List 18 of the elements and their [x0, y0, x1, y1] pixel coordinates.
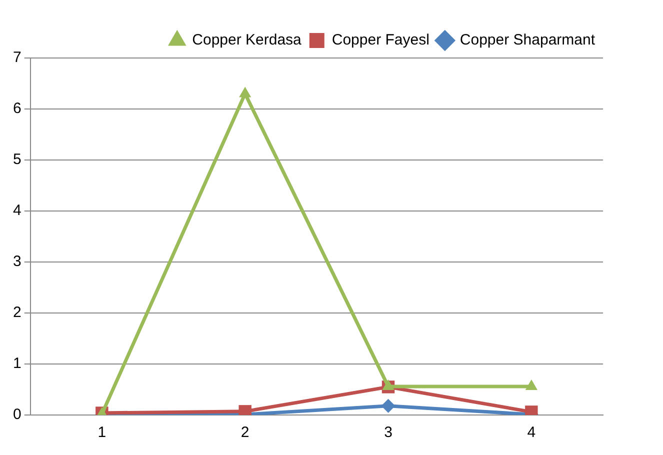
- y-tick-label: 3: [13, 253, 22, 270]
- y-tick-label: 5: [13, 151, 22, 168]
- point: [382, 379, 394, 390]
- legend-label: Copper Shaparmant: [460, 32, 596, 49]
- point: [525, 379, 538, 390]
- y-tick-label: 0: [13, 406, 22, 424]
- x-tick-label: 4: [527, 424, 536, 442]
- legend-label: Copper Fayesl: [332, 32, 430, 49]
- y-tick-label: 4: [13, 202, 22, 220]
- x-tick-label: 3: [384, 424, 392, 442]
- y-tick-label: 7: [13, 49, 22, 66]
- legend-label: Copper Kerdasa: [192, 32, 302, 49]
- y-tick-label: 6: [13, 100, 22, 118]
- x-tick-label: 2: [240, 424, 250, 442]
- y-tick-label: 1: [13, 355, 22, 372]
- point: [239, 86, 252, 98]
- y-tick-label: 2: [13, 304, 22, 322]
- x-tick-label: 1: [98, 424, 106, 442]
